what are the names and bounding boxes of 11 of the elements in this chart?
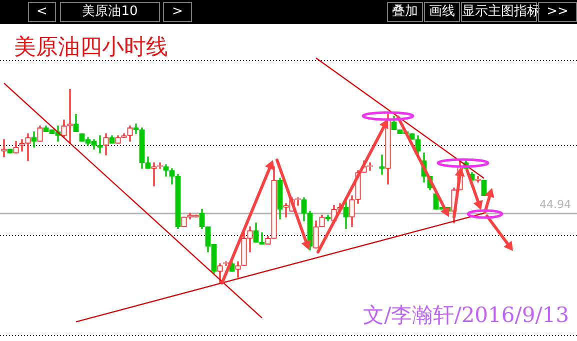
candlestick <box>151 162 157 186</box>
text: > <box>163 2 192 22</box>
text: 44.94 <box>540 198 571 211</box>
text: 叠加 <box>387 2 423 22</box>
text: 美原油10 <box>60 2 160 22</box>
chart-title: 美原油四小时线 <box>14 34 168 62</box>
text: >> <box>546 4 568 19</box>
text: 文/李瀚轩/2016/9/13 <box>363 302 569 329</box>
text: < <box>28 2 56 22</box>
candlestick <box>379 154 385 175</box>
text: 画线 <box>424 2 460 22</box>
